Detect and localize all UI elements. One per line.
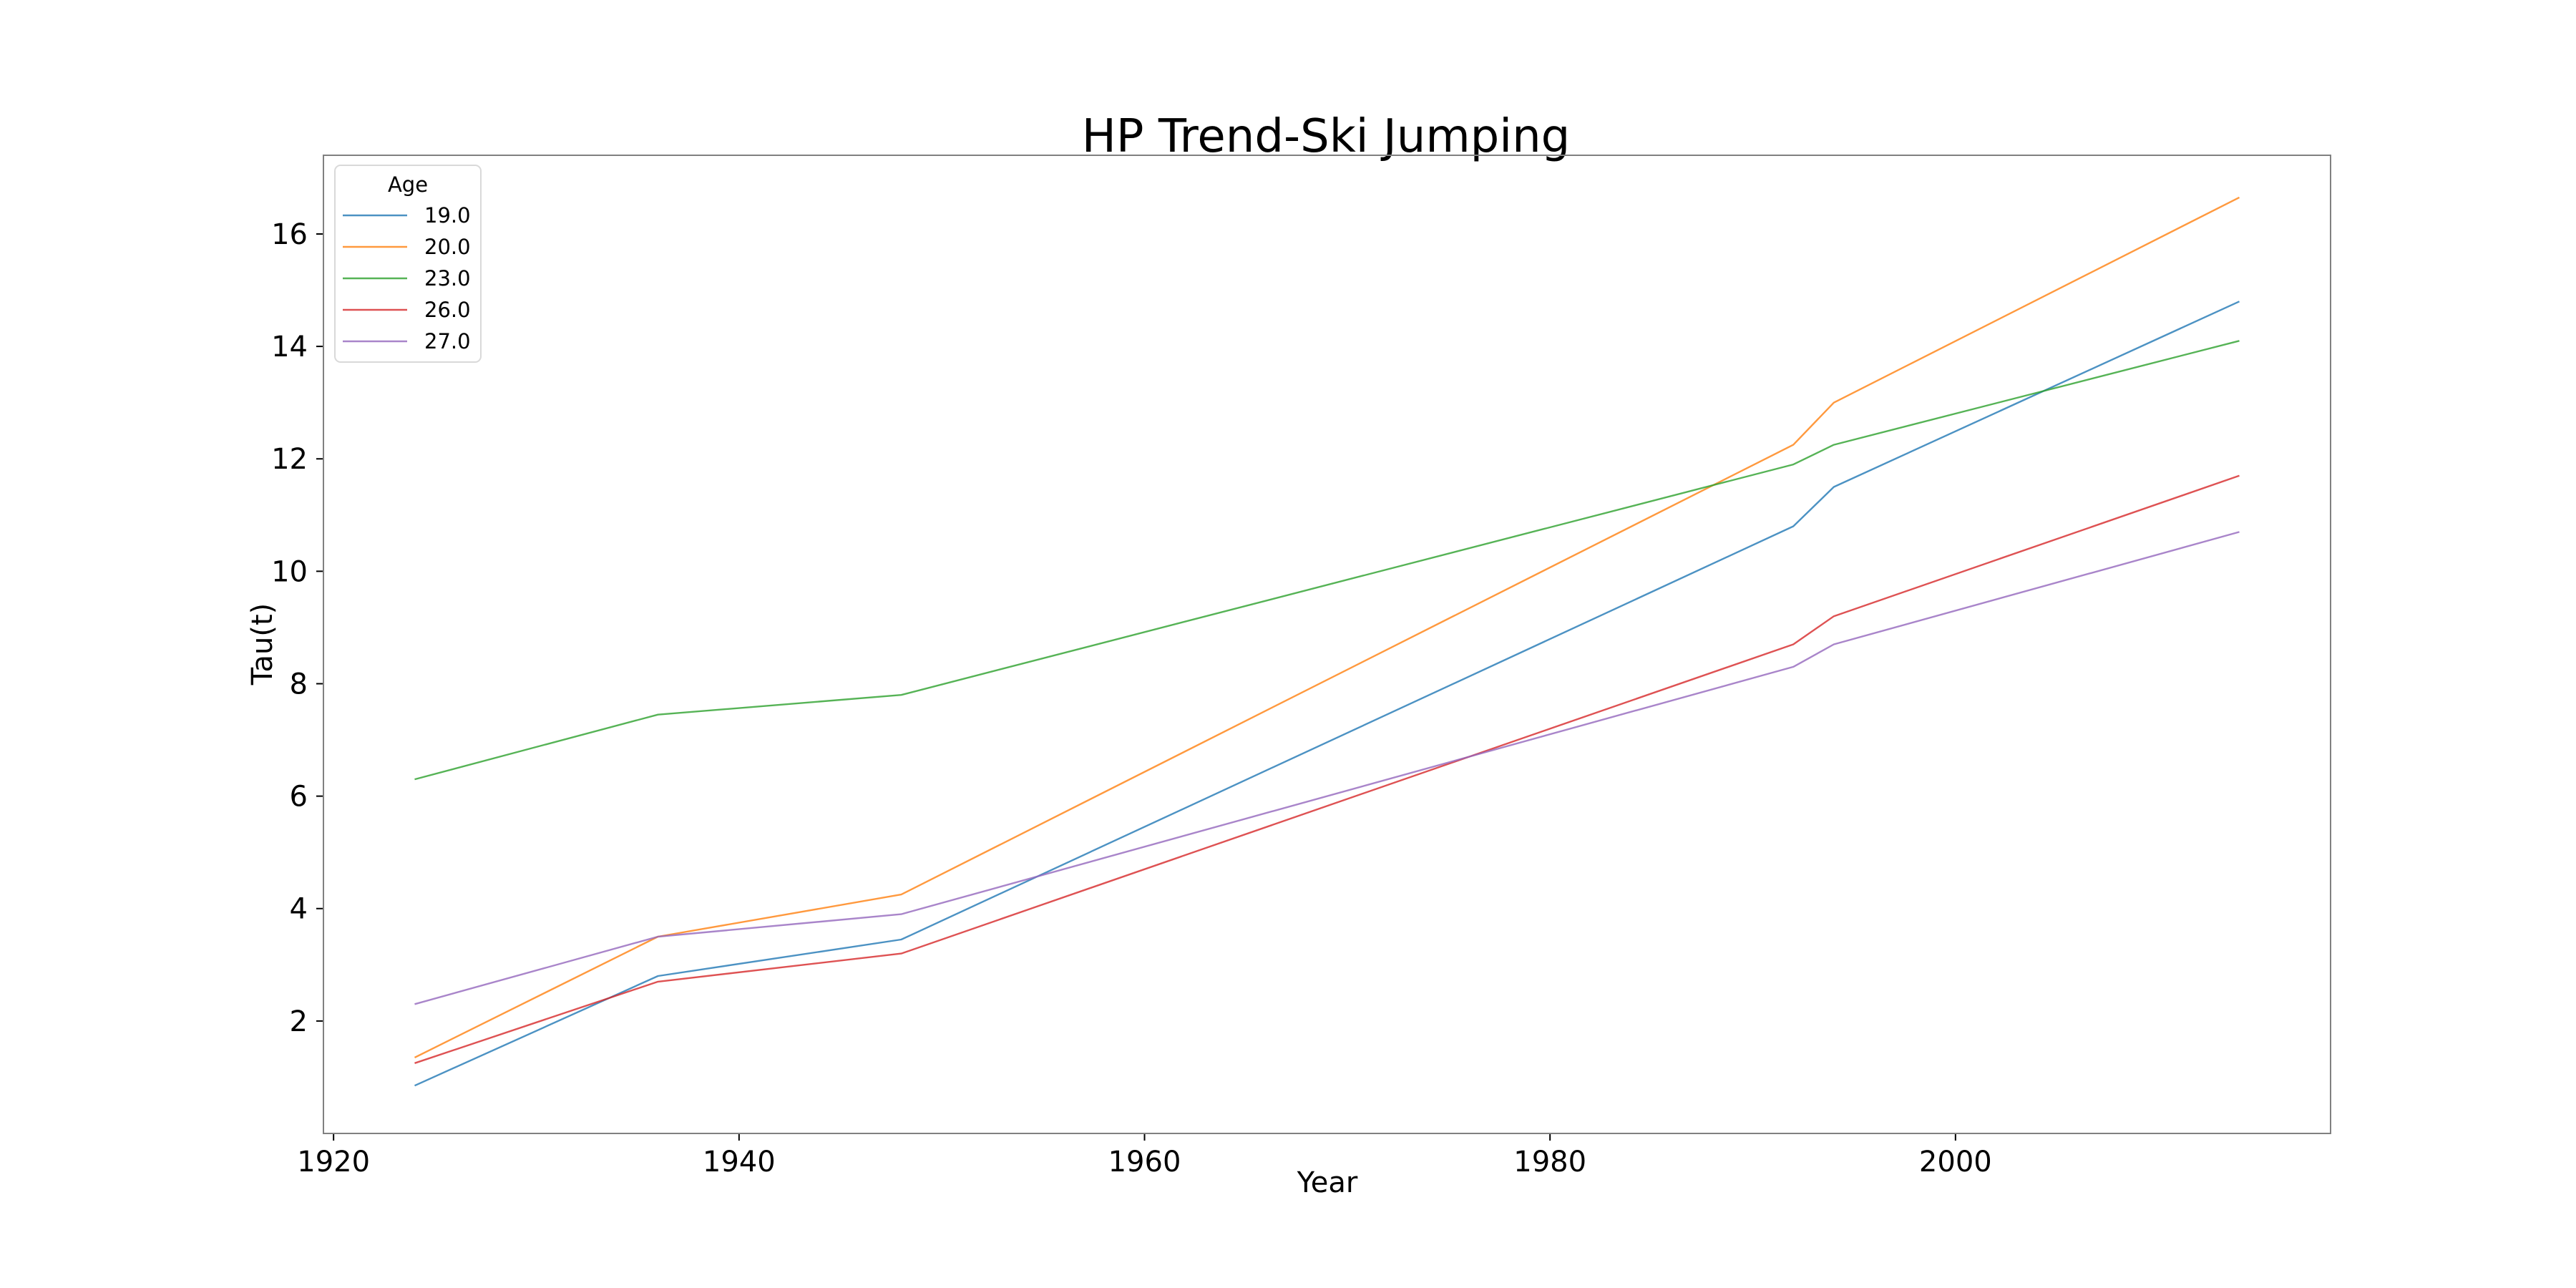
y-tick-label: 12 bbox=[271, 443, 308, 476]
legend-label: 19.0 bbox=[424, 203, 471, 228]
y-tick-label: 16 bbox=[271, 218, 308, 251]
y-tick-label: 14 bbox=[271, 331, 308, 364]
series-line-20.0 bbox=[414, 196, 2240, 1058]
series-line-27.0 bbox=[414, 531, 2240, 1005]
plot-frame bbox=[323, 155, 2331, 1134]
x-tick-label: 1940 bbox=[703, 1146, 776, 1179]
legend: Age 19.0 20.0 23.0 26.0 27.0 bbox=[334, 165, 482, 363]
y-axis-label: Tau(t) bbox=[246, 603, 279, 686]
y-tick-label: 4 bbox=[290, 893, 308, 926]
y-tick-label: 10 bbox=[271, 555, 308, 588]
legend-label: 20.0 bbox=[424, 235, 471, 259]
x-tick-label: 1920 bbox=[297, 1146, 370, 1179]
chart-title: HP Trend-Ski Jumping bbox=[1082, 110, 1571, 163]
legend-label: 23.0 bbox=[424, 266, 471, 291]
legend-title: Age bbox=[388, 172, 428, 197]
series-line-23.0 bbox=[414, 340, 2240, 781]
legend-label: 26.0 bbox=[424, 298, 471, 322]
x-axis-label: Year bbox=[1297, 1166, 1358, 1199]
legend-label: 27.0 bbox=[424, 329, 471, 353]
series-line-26.0 bbox=[414, 474, 2240, 1064]
x-tick-label: 1960 bbox=[1108, 1146, 1181, 1179]
plot-area bbox=[414, 196, 2240, 1087]
y-axis: 2 4 6 8 10 12 14 16 bbox=[271, 218, 323, 1038]
x-axis: 1920 1940 1960 1980 2000 bbox=[297, 1133, 1992, 1179]
y-tick-label: 6 bbox=[290, 781, 308, 814]
legend-box bbox=[334, 165, 482, 363]
y-tick-label: 8 bbox=[290, 668, 308, 701]
y-tick-label: 2 bbox=[290, 1005, 308, 1038]
series-line-19.0 bbox=[414, 301, 2240, 1087]
x-tick-label: 2000 bbox=[1919, 1146, 1992, 1179]
x-tick-label: 1980 bbox=[1513, 1146, 1586, 1179]
